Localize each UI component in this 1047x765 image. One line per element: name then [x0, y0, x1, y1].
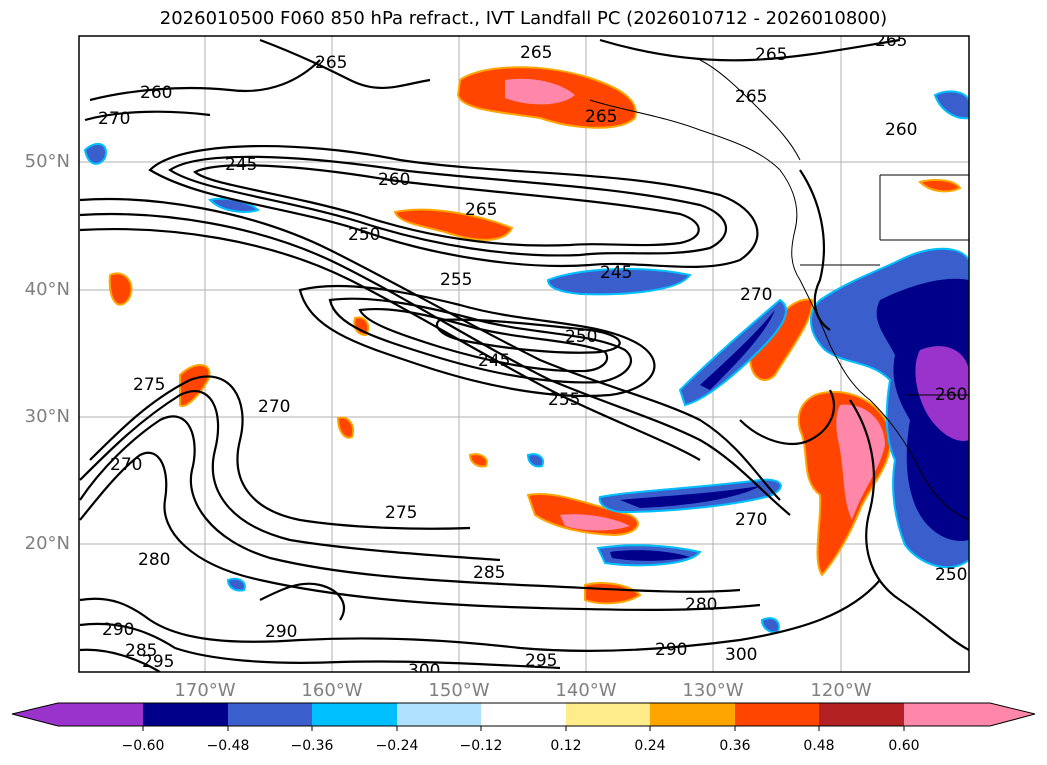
contour-label: 270	[740, 285, 772, 305]
lat-tick-label: 30°N	[24, 406, 70, 427]
lon-tick-label: 120°W	[810, 680, 872, 701]
contour-label: 265	[875, 31, 907, 51]
colorbar-segment	[481, 703, 566, 726]
contour-label: 270	[98, 109, 130, 129]
contour-label: 280	[685, 595, 717, 615]
colorbar-segment	[650, 703, 735, 726]
contour-label: 270	[258, 397, 290, 417]
contour-label: 275	[385, 503, 417, 523]
contour-label: 255	[548, 390, 580, 410]
contour-label: 270	[110, 455, 142, 475]
colorbar-segment	[566, 703, 650, 726]
contour-label: 260	[885, 120, 917, 140]
lon-tick-label: 170°W	[174, 680, 236, 701]
contour-labels: 265 265 265 260 260 270 245 260 265 250 …	[98, 31, 967, 681]
lon-tick-label: 130°W	[682, 680, 744, 701]
contour-label: 265	[735, 87, 767, 107]
colorbar-tick-label: −0.24	[375, 738, 419, 754]
pc-patch-mid-pacific	[393, 208, 514, 241]
colorbar-segment	[819, 703, 904, 726]
contour-label: 250	[935, 565, 967, 585]
contour-label: 295	[525, 651, 557, 671]
contour-label: 250	[348, 225, 380, 245]
colorbar-segment	[228, 703, 312, 726]
map-title: 2026010500 F060 850 hPa refract., IVT La…	[159, 8, 888, 29]
colorbar-tick-label: 0.60	[888, 738, 920, 754]
colorbar-tick-label: 0.48	[803, 738, 835, 754]
colorbar-segment	[904, 703, 1035, 726]
contour-label: 275	[133, 375, 165, 395]
contour-label: 250	[565, 327, 597, 347]
colorbar-tick-label: −0.60	[121, 738, 165, 754]
contour-label: 265	[520, 43, 552, 63]
contour-label: 255	[440, 270, 472, 290]
colorbar-tick-label: −0.48	[206, 738, 250, 754]
lat-tick-label: 40°N	[24, 279, 70, 300]
pc-patch-central-north-pacific	[546, 268, 692, 296]
colorbar-tick-label: −0.36	[290, 738, 334, 754]
colorbar-tick-label: 0.12	[550, 738, 582, 754]
contour-label: 295	[142, 652, 174, 672]
contour-label: 245	[225, 155, 257, 175]
colorbar-outline	[11, 702, 1036, 727]
refractivity-contours	[79, 38, 969, 672]
contour-label: 260	[935, 385, 967, 405]
colorbar-segment	[397, 703, 481, 726]
contour-label: 300	[725, 645, 757, 665]
lat-tick-label: 20°N	[24, 533, 70, 554]
contour-label: 245	[478, 351, 510, 371]
contour-label: 285	[473, 563, 505, 583]
contour-label: 265	[465, 200, 497, 220]
colorbar-segment	[143, 703, 228, 726]
contour-label: 265	[585, 107, 617, 127]
map-frame	[78, 35, 970, 673]
colorbar	[11, 702, 1036, 731]
colorbar-segment	[735, 703, 819, 726]
contour-label: 265	[315, 53, 347, 73]
contour-label: 290	[655, 640, 687, 660]
contour-label: 290	[265, 622, 297, 642]
colorbar-tick-label: 0.36	[719, 738, 751, 754]
lon-tick-label: 150°W	[428, 680, 490, 701]
contour-label: 300	[408, 661, 440, 681]
colorbar-tick-label: −0.12	[459, 738, 503, 754]
contour-label: 245	[600, 263, 632, 283]
map-plot-area: 265 265 265 260 260 270 245 260 265 250 …	[79, 31, 969, 681]
lon-tick-label: 160°W	[301, 680, 363, 701]
contour-label: 260	[140, 83, 172, 103]
lat-tick-label: 50°N	[24, 151, 70, 172]
contour-label: 280	[138, 550, 170, 570]
lon-tick-label: 140°W	[555, 680, 617, 701]
contour-label: 260	[378, 170, 410, 190]
coastlines	[589, 59, 969, 521]
colorbar-segment	[12, 703, 143, 726]
pc-patch-offshore-band	[678, 298, 787, 407]
colorbar-segment	[312, 703, 397, 726]
contour-label: 265	[755, 45, 787, 65]
contour-label: 270	[735, 510, 767, 530]
contour-label: 285	[125, 641, 157, 661]
colorbar-tick-label: 0.24	[634, 738, 666, 754]
contour-label: 290	[102, 620, 134, 640]
negative-anomaly-fills	[83, 90, 969, 634]
